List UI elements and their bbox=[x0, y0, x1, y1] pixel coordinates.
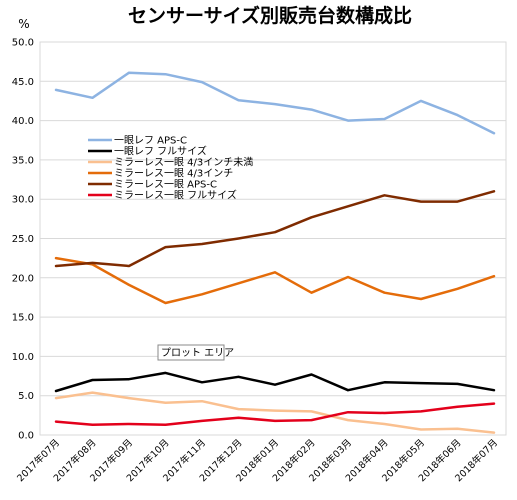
legend-label: 一眼レフ APS-C bbox=[114, 135, 187, 147]
y-axis-unit: % bbox=[18, 17, 29, 31]
plot-area[interactable] bbox=[39, 41, 507, 436]
series-line bbox=[54, 371, 496, 393]
y-tick-label: 35.0 bbox=[12, 155, 34, 166]
y-tick-labels: 0.0 5.0 10.0 15.0 20.0 25.0 30.0 35.0 40.0 45.0 50… bbox=[12, 38, 34, 442]
series-line bbox=[54, 402, 496, 427]
y-tick-label: 25.0 bbox=[12, 234, 34, 245]
series-line bbox=[54, 71, 496, 135]
x-tick-labels: 2017年07月2017年08月2017年09月2017年10月2017年11月… bbox=[15, 437, 501, 485]
plot-area-tooltip: プロット エリア bbox=[157, 344, 234, 361]
y-tick-label: 30.0 bbox=[12, 195, 34, 206]
y-tick-label: 5.0 bbox=[18, 391, 34, 402]
legend-label: ミラーレス一眼 APS-C bbox=[114, 179, 217, 191]
y-tick-label: 0.0 bbox=[18, 431, 34, 442]
y-tick-label: 20.0 bbox=[12, 273, 34, 284]
y-tick-label: 10.0 bbox=[12, 352, 34, 363]
y-tick-label: 50.0 bbox=[12, 38, 34, 49]
legend-label: ミラーレス一眼 4/3インチ未満 bbox=[114, 157, 253, 169]
legend-label: ミラーレス一眼 フルサイズ bbox=[114, 189, 237, 202]
legend-label: ミラーレス一眼 4/3インチ bbox=[114, 168, 233, 180]
series-line bbox=[54, 391, 496, 434]
series-line bbox=[54, 190, 496, 268]
chart-title: センサーサイズ別販売台数構成比 bbox=[128, 4, 412, 27]
series-line bbox=[54, 256, 496, 305]
y-tick-label: 45.0 bbox=[12, 77, 34, 88]
gridlines bbox=[40, 41, 506, 436]
y-tick-label: 15.0 bbox=[12, 313, 34, 324]
y-tick-label: 40.0 bbox=[12, 116, 34, 127]
legend-label: 一眼レフ フルサイズ bbox=[114, 145, 207, 158]
tooltip-text: プロット エリア bbox=[161, 347, 234, 359]
series-lines bbox=[54, 71, 496, 434]
